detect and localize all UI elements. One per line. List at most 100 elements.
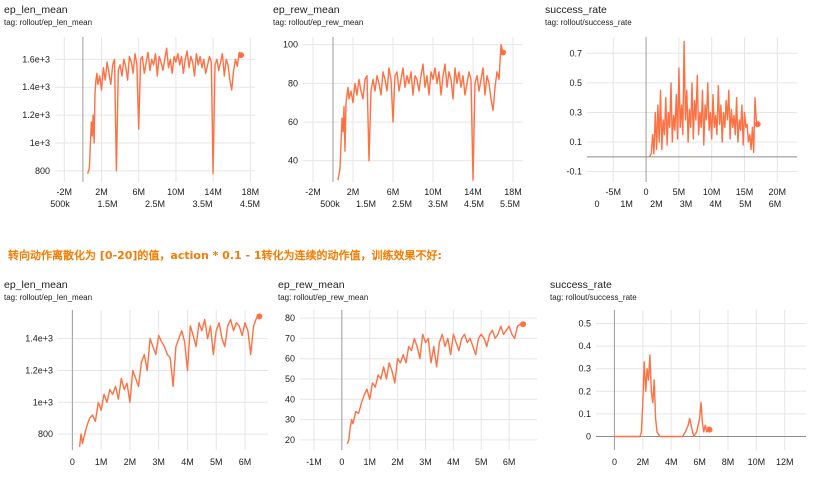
- line-chart[interactable]: 800 1e+3 1.2e+3 1.4e+3 1.6e+3 -2M 2M 6M 10M 14M 18…: [4, 4, 268, 214]
- series-endpoint: [754, 121, 761, 128]
- x-tick-label: 6M: [693, 457, 706, 467]
- x-tick-label: 8M: [722, 457, 735, 467]
- x-tick-label: 10M: [703, 187, 721, 197]
- line-chart[interactable]: 0 0.1 0.2 0.3 0.4 0.5 0 2M 4M 6M 8M 10M 12M: [550, 279, 814, 475]
- x-tick-label: 0: [644, 187, 649, 197]
- x-tick-label-secondary: 1.5M: [356, 199, 376, 209]
- x-tick-label-secondary: 500k: [50, 199, 70, 209]
- y-tick-label: 60: [288, 117, 298, 127]
- x-tick-label: 2M: [391, 457, 404, 467]
- chart-panel-ep-len-top: ep_len_mean tag: rollout/ep_len_mean 800…: [4, 4, 268, 214]
- y-tick-label: 0.1: [578, 409, 591, 419]
- y-tick-label: 1.2e+3: [22, 110, 50, 120]
- x-tick-label-secondary: 4M: [709, 199, 722, 209]
- series-line: [337, 44, 504, 181]
- x-tick-label: 18M: [504, 187, 522, 197]
- x-tick-label-secondary: 1.5M: [97, 199, 117, 209]
- y-tick-label: 0.3: [578, 364, 591, 374]
- experiment-note: 转向动作离散化为 [0-20]的值，action * 0.1 - 1转化为连续的…: [8, 249, 442, 262]
- line-chart[interactable]: 800 1e+3 1.2e+3 1.4e+3 0 1M 2M 3M 4M 5M 6M: [4, 279, 268, 475]
- y-tick-label: 0.2: [578, 386, 591, 396]
- x-tick-label: 10M: [167, 187, 185, 197]
- y-tick-label: 40: [285, 394, 295, 404]
- x-tick-label: 5M: [673, 187, 686, 197]
- y-tick-label: 70: [285, 333, 295, 343]
- chart-panel-ep-rew-top: ep_rew_mean tag: rollout/ep_rew_mean 40 6…: [273, 4, 537, 214]
- y-tick-label: -0.1: [566, 167, 582, 177]
- y-tick-label: 1e+3: [30, 138, 50, 148]
- chart-tag: tag: rollout/ep_len_mean: [4, 293, 93, 302]
- line-chart[interactable]: -0.1 0.1 0.3 0.5 0.7 -5M 0 5M 10M 15M 20M 0 1M 2M 3M 4M…: [545, 4, 809, 214]
- y-tick-label: 0.3: [569, 107, 582, 117]
- x-tick-label: 6M: [387, 187, 400, 197]
- x-tick-label: -2M: [57, 187, 73, 197]
- x-tick-label: 5M: [210, 457, 223, 467]
- x-tick-label: 6M: [239, 457, 252, 467]
- y-tick-label: 800: [38, 429, 53, 439]
- chart-title: success_rate: [545, 4, 607, 16]
- x-tick-label: 2M: [347, 187, 360, 197]
- series-line: [78, 315, 260, 447]
- x-tick-label: 0: [339, 457, 344, 467]
- chart-title: ep_len_mean: [4, 279, 68, 291]
- series-endpoint: [500, 49, 506, 56]
- y-tick-label: 50: [285, 374, 295, 384]
- x-tick-label: 5M: [475, 457, 488, 467]
- x-tick-label: 14M: [204, 187, 222, 197]
- x-tick-label: 2M: [124, 457, 137, 467]
- series-line: [614, 354, 711, 438]
- y-tick-label: 80: [288, 78, 298, 88]
- series-line: [86, 47, 242, 175]
- line-chart[interactable]: 20 30 40 50 60 70 80 -1M 0 1M 2M 3M 4M 5M 6M: [278, 279, 542, 475]
- y-tick-label: 1.2e+3: [25, 365, 53, 375]
- x-tick-label-secondary: 3M: [680, 199, 693, 209]
- x-tick-label-secondary: 5.5M: [500, 199, 520, 209]
- chart-tag: tag: rollout/ep_len_mean: [4, 18, 93, 27]
- series-line: [648, 40, 759, 158]
- chart-panel-success-top: success_rate tag: rollout/success_rate -…: [545, 4, 809, 214]
- x-tick-label: 1M: [95, 457, 108, 467]
- x-tick-label: 3M: [419, 457, 432, 467]
- x-tick-label: 6M: [503, 457, 516, 467]
- x-tick-label-secondary: 500k: [320, 199, 340, 209]
- y-tick-label: 20: [285, 435, 295, 445]
- x-tick-label: 1M: [363, 457, 376, 467]
- x-tick-label: 15M: [736, 187, 754, 197]
- y-tick-label: 0.5: [569, 78, 582, 88]
- x-tick-label-secondary: 4.5M: [240, 199, 260, 209]
- x-tick-label-secondary: 5M: [739, 199, 752, 209]
- chart-tag: tag: rollout/success_rate: [550, 293, 637, 302]
- chart-panel-ep-len-bottom: ep_len_mean tag: rollout/ep_len_mean 800…: [4, 279, 268, 475]
- y-tick-label: 0.1: [569, 137, 582, 147]
- x-tick-label: 10M: [748, 457, 766, 467]
- x-tick-label-secondary: 1M: [620, 199, 633, 209]
- x-tick-label: 12M: [776, 457, 794, 467]
- chart-title: ep_rew_mean: [278, 279, 345, 291]
- y-tick-label: 1.4e+3: [25, 334, 53, 344]
- y-tick-label: 80: [285, 313, 295, 323]
- y-tick-label: 1e+3: [33, 397, 53, 407]
- y-tick-label: 60: [285, 354, 295, 364]
- y-tick-label: 1.4e+3: [22, 82, 50, 92]
- chart-tag: tag: rollout/success_rate: [545, 18, 632, 27]
- series-endpoint: [706, 426, 713, 433]
- y-tick-label: 0.4: [578, 341, 591, 351]
- x-tick-label: 2M: [95, 187, 108, 197]
- x-tick-label-secondary: 6M: [769, 199, 782, 209]
- y-tick-label: 0: [586, 431, 591, 441]
- chart-tag: tag: rollout/ep_rew_mean: [273, 18, 364, 27]
- series-endpoint: [520, 321, 527, 328]
- chart-title: ep_len_mean: [4, 4, 68, 16]
- line-chart[interactable]: 40 60 80 100 -2M 2M 6M 10M 14M 18M 500k 1.5M 2.5M 3.5…: [273, 4, 537, 214]
- x-tick-label-secondary: 4.5M: [464, 199, 484, 209]
- x-tick-label: 14M: [464, 187, 482, 197]
- x-tick-label-secondary: 2M: [650, 199, 663, 209]
- x-tick-label: 4M: [665, 457, 678, 467]
- x-tick-label: -2M: [305, 187, 321, 197]
- x-tick-label: 0: [612, 457, 617, 467]
- x-tick-label: 3M: [152, 457, 165, 467]
- chart-panel-ep-rew-bottom: ep_rew_mean tag: rollout/ep_rew_mean 20 3…: [278, 279, 542, 475]
- x-tick-label: -5M: [606, 187, 622, 197]
- x-tick-label: 4M: [181, 457, 194, 467]
- y-tick-label: 1.6e+3: [22, 54, 50, 64]
